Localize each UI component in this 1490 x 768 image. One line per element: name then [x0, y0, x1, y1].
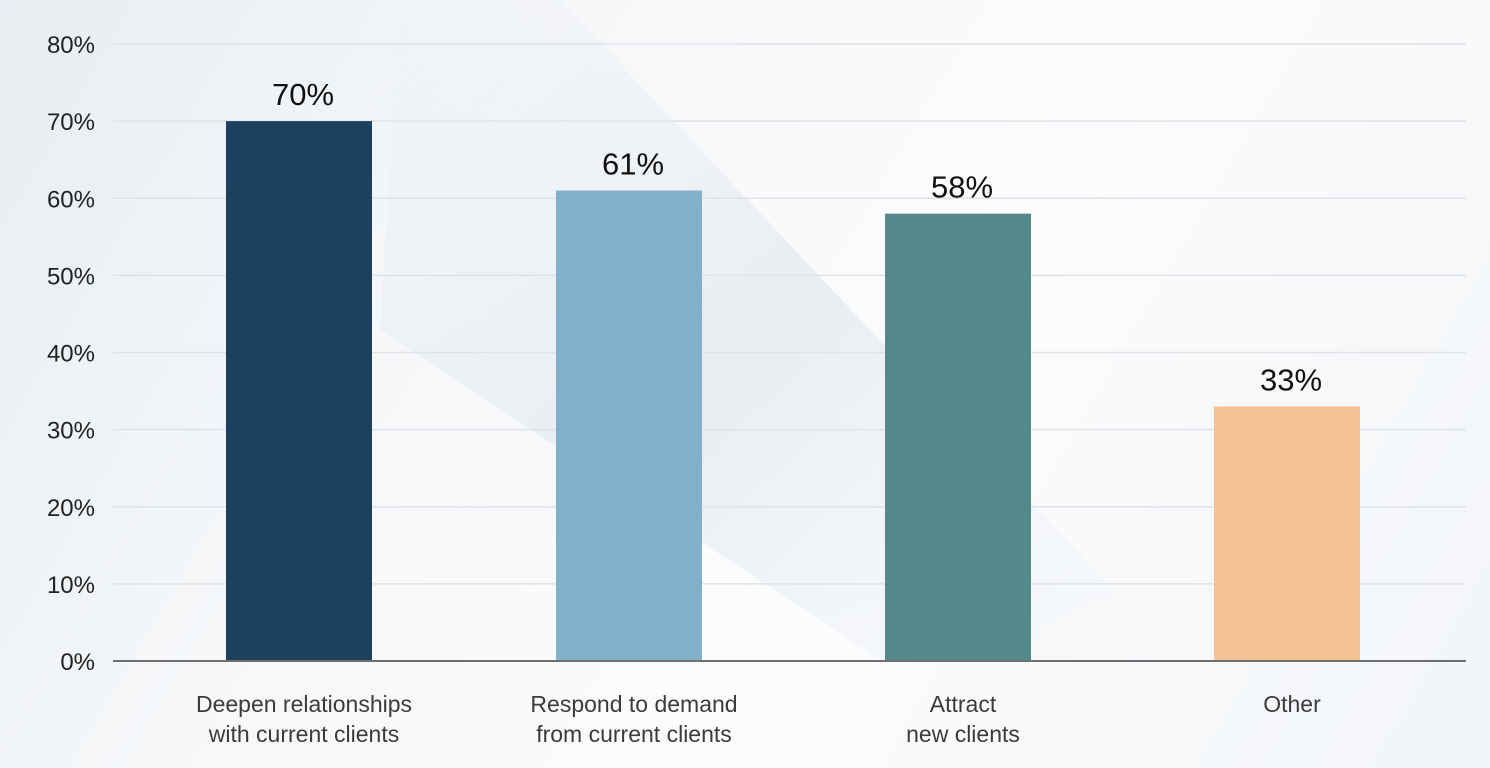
x-category-label: new clients	[906, 721, 1020, 747]
x-category-label: Respond to demand	[530, 691, 737, 717]
bar	[1214, 406, 1360, 661]
value-labels: 70% 61% 58% 33%	[272, 77, 1322, 397]
category-labels: Deepen relationships with current clients…	[196, 691, 1321, 747]
bar-value-label: 58%	[931, 170, 993, 205]
x-category-label: from current clients	[536, 721, 732, 747]
x-category-label: Other	[1263, 691, 1321, 717]
x-category-label: with current clients	[208, 721, 399, 747]
y-tick-label: 20%	[47, 495, 95, 522]
x-category-label: Deepen relationships	[196, 691, 412, 717]
bars	[226, 121, 1360, 662]
background-swoosh	[380, 0, 1180, 660]
bar	[885, 213, 1031, 662]
bar	[226, 121, 372, 661]
y-axis-ticks: 0% 10% 20% 30% 40% 50% 60% 70% 80%	[47, 32, 95, 676]
y-tick-label: 50%	[47, 263, 95, 290]
y-tick-label: 10%	[47, 572, 95, 599]
y-tick-label: 70%	[47, 109, 95, 136]
y-tick-label: 80%	[47, 32, 95, 59]
y-tick-label: 30%	[47, 418, 95, 445]
bar-value-label: 70%	[272, 77, 334, 112]
bar-value-label: 33%	[1260, 362, 1322, 397]
y-tick-label: 40%	[47, 341, 95, 368]
y-tick-label: 0%	[60, 649, 95, 676]
bar	[556, 190, 702, 661]
y-tick-label: 60%	[47, 186, 95, 213]
bar-value-label: 61%	[602, 147, 664, 182]
x-category-label: Attract	[930, 691, 997, 717]
